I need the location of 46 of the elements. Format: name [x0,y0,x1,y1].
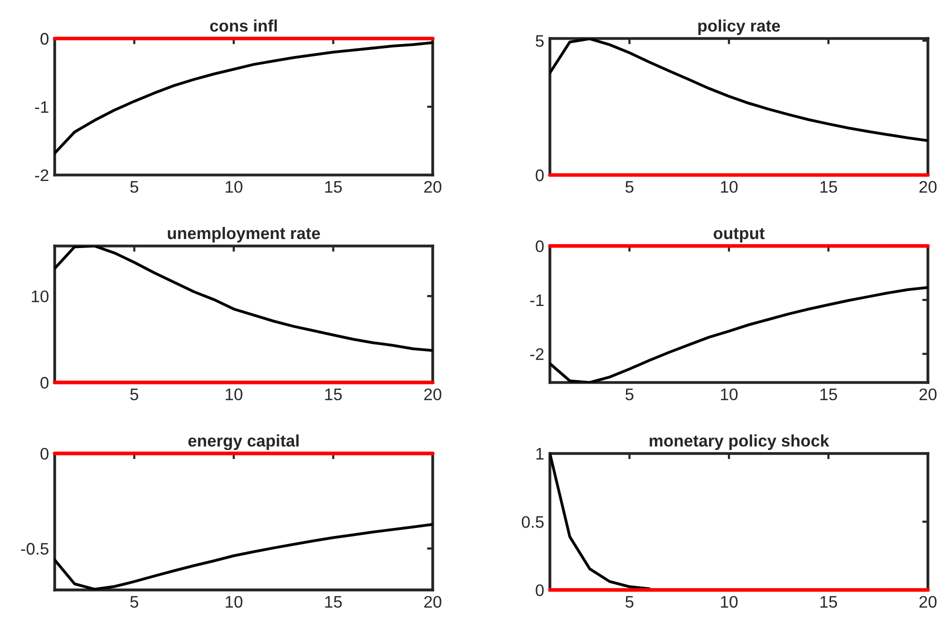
chart-title: cons infl [210,19,277,32]
y-tick-label: 0 [40,376,48,389]
x-tick-label: 5 [130,388,138,400]
y-tick-label: 0 [536,584,544,596]
chart-title: policy rate [698,19,780,36]
x-tick-label: 10 [226,180,242,193]
x-tick-label: 5 [626,596,634,608]
x-tick-label: 20 [919,388,937,400]
x-tick-label: 5 [130,596,138,608]
y-tick-label: 10 [32,290,48,302]
y-tick-label: -2 [35,169,48,182]
chart-title: energy capital [188,434,299,450]
y-tick-label: -1 [35,101,48,113]
y-tick-label: -1 [530,294,544,306]
x-tick-label: 10 [226,596,242,608]
y-tick-label: 0 [40,32,48,45]
x-tick-label: 15 [820,181,838,193]
y-tick-label: 1 [536,448,544,460]
y-tick-label: 0.5 [522,516,544,528]
x-tick-label: 10 [720,388,738,400]
chart-title: output [714,228,765,242]
line-series [54,41,433,155]
chart-title: monetary policy shock [650,434,830,450]
x-tick-label: 5 [626,181,634,193]
x-tick-label: 20 [424,180,442,193]
x-tick-label: 15 [325,596,342,608]
x-tick-label: 20 [919,180,937,193]
x-tick-label: 20 [424,596,442,608]
y-tick-label: 0 [536,240,544,252]
x-tick-label: 10 [226,388,242,400]
y-tick-label: -2 [530,348,544,360]
y-tick-label: 0 [536,169,544,182]
x-tick-label: 20 [424,388,442,400]
x-tick-label: 15 [820,596,838,608]
x-tick-label: 5 [130,181,138,193]
x-tick-label: 15 [325,388,342,400]
y-tick-label: -0.5 [21,542,48,555]
y-tick-label: 0 [40,448,48,460]
x-tick-label: 20 [919,596,937,608]
chart-title: unemployment rate [168,226,320,242]
x-tick-label: 5 [626,388,634,400]
x-tick-label: 15 [820,388,838,400]
x-tick-label: 15 [325,181,342,193]
x-tick-label: 10 [720,180,738,193]
x-tick-label: 10 [720,596,738,608]
y-tick-label: 5 [536,35,544,47]
